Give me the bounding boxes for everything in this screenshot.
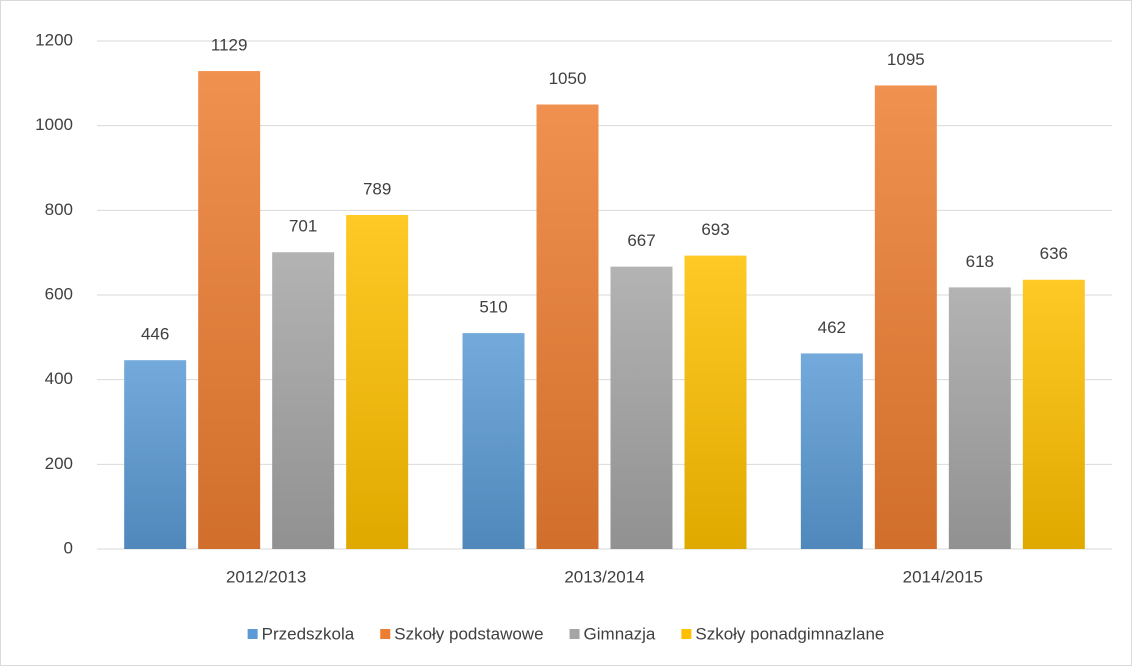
bar <box>272 252 335 549</box>
y-tick-label: 400 <box>45 369 73 388</box>
bar <box>462 333 525 549</box>
bar <box>800 353 863 549</box>
legend-swatch <box>681 629 692 639</box>
legend-swatch <box>380 629 391 639</box>
data-label: 510 <box>479 298 507 317</box>
y-tick-label: 800 <box>45 200 73 219</box>
y-tick-label: 600 <box>45 284 73 303</box>
legend-label: Przedszkola <box>262 624 355 643</box>
data-label: 1050 <box>549 69 587 88</box>
legend-swatch <box>247 629 258 639</box>
x-tick-label: 2012/2013 <box>226 567 306 586</box>
bar <box>1022 279 1085 549</box>
data-label: 462 <box>818 318 846 337</box>
bar <box>684 255 747 549</box>
bar <box>198 71 261 549</box>
x-tick-label: 2013/2014 <box>564 567 644 586</box>
legend-swatch <box>569 629 580 639</box>
legend-label: Szkoły ponadgimnazlane <box>695 624 884 643</box>
data-label: 693 <box>701 220 729 239</box>
data-label: 1129 <box>211 36 248 55</box>
data-label: 1095 <box>887 50 925 69</box>
bar <box>610 266 673 549</box>
data-label: 667 <box>627 231 655 250</box>
data-label: 789 <box>363 179 391 198</box>
data-label: 446 <box>141 325 169 344</box>
legend-label: Szkoły podstawowe <box>394 624 543 643</box>
data-label: 701 <box>289 217 317 236</box>
x-tick-label: 2014/2015 <box>903 567 983 586</box>
legend-label: Gimnazja <box>584 624 656 643</box>
y-tick-label: 1000 <box>35 115 73 134</box>
bar <box>346 214 409 550</box>
y-tick-label: 0 <box>64 538 73 557</box>
bar <box>948 287 1011 549</box>
data-label: 636 <box>1040 244 1068 263</box>
bar <box>874 85 937 549</box>
data-label: 618 <box>966 252 994 271</box>
bar <box>124 360 187 549</box>
y-tick-label: 1200 <box>35 30 73 49</box>
y-tick-label: 200 <box>45 454 73 473</box>
bar <box>536 104 599 549</box>
